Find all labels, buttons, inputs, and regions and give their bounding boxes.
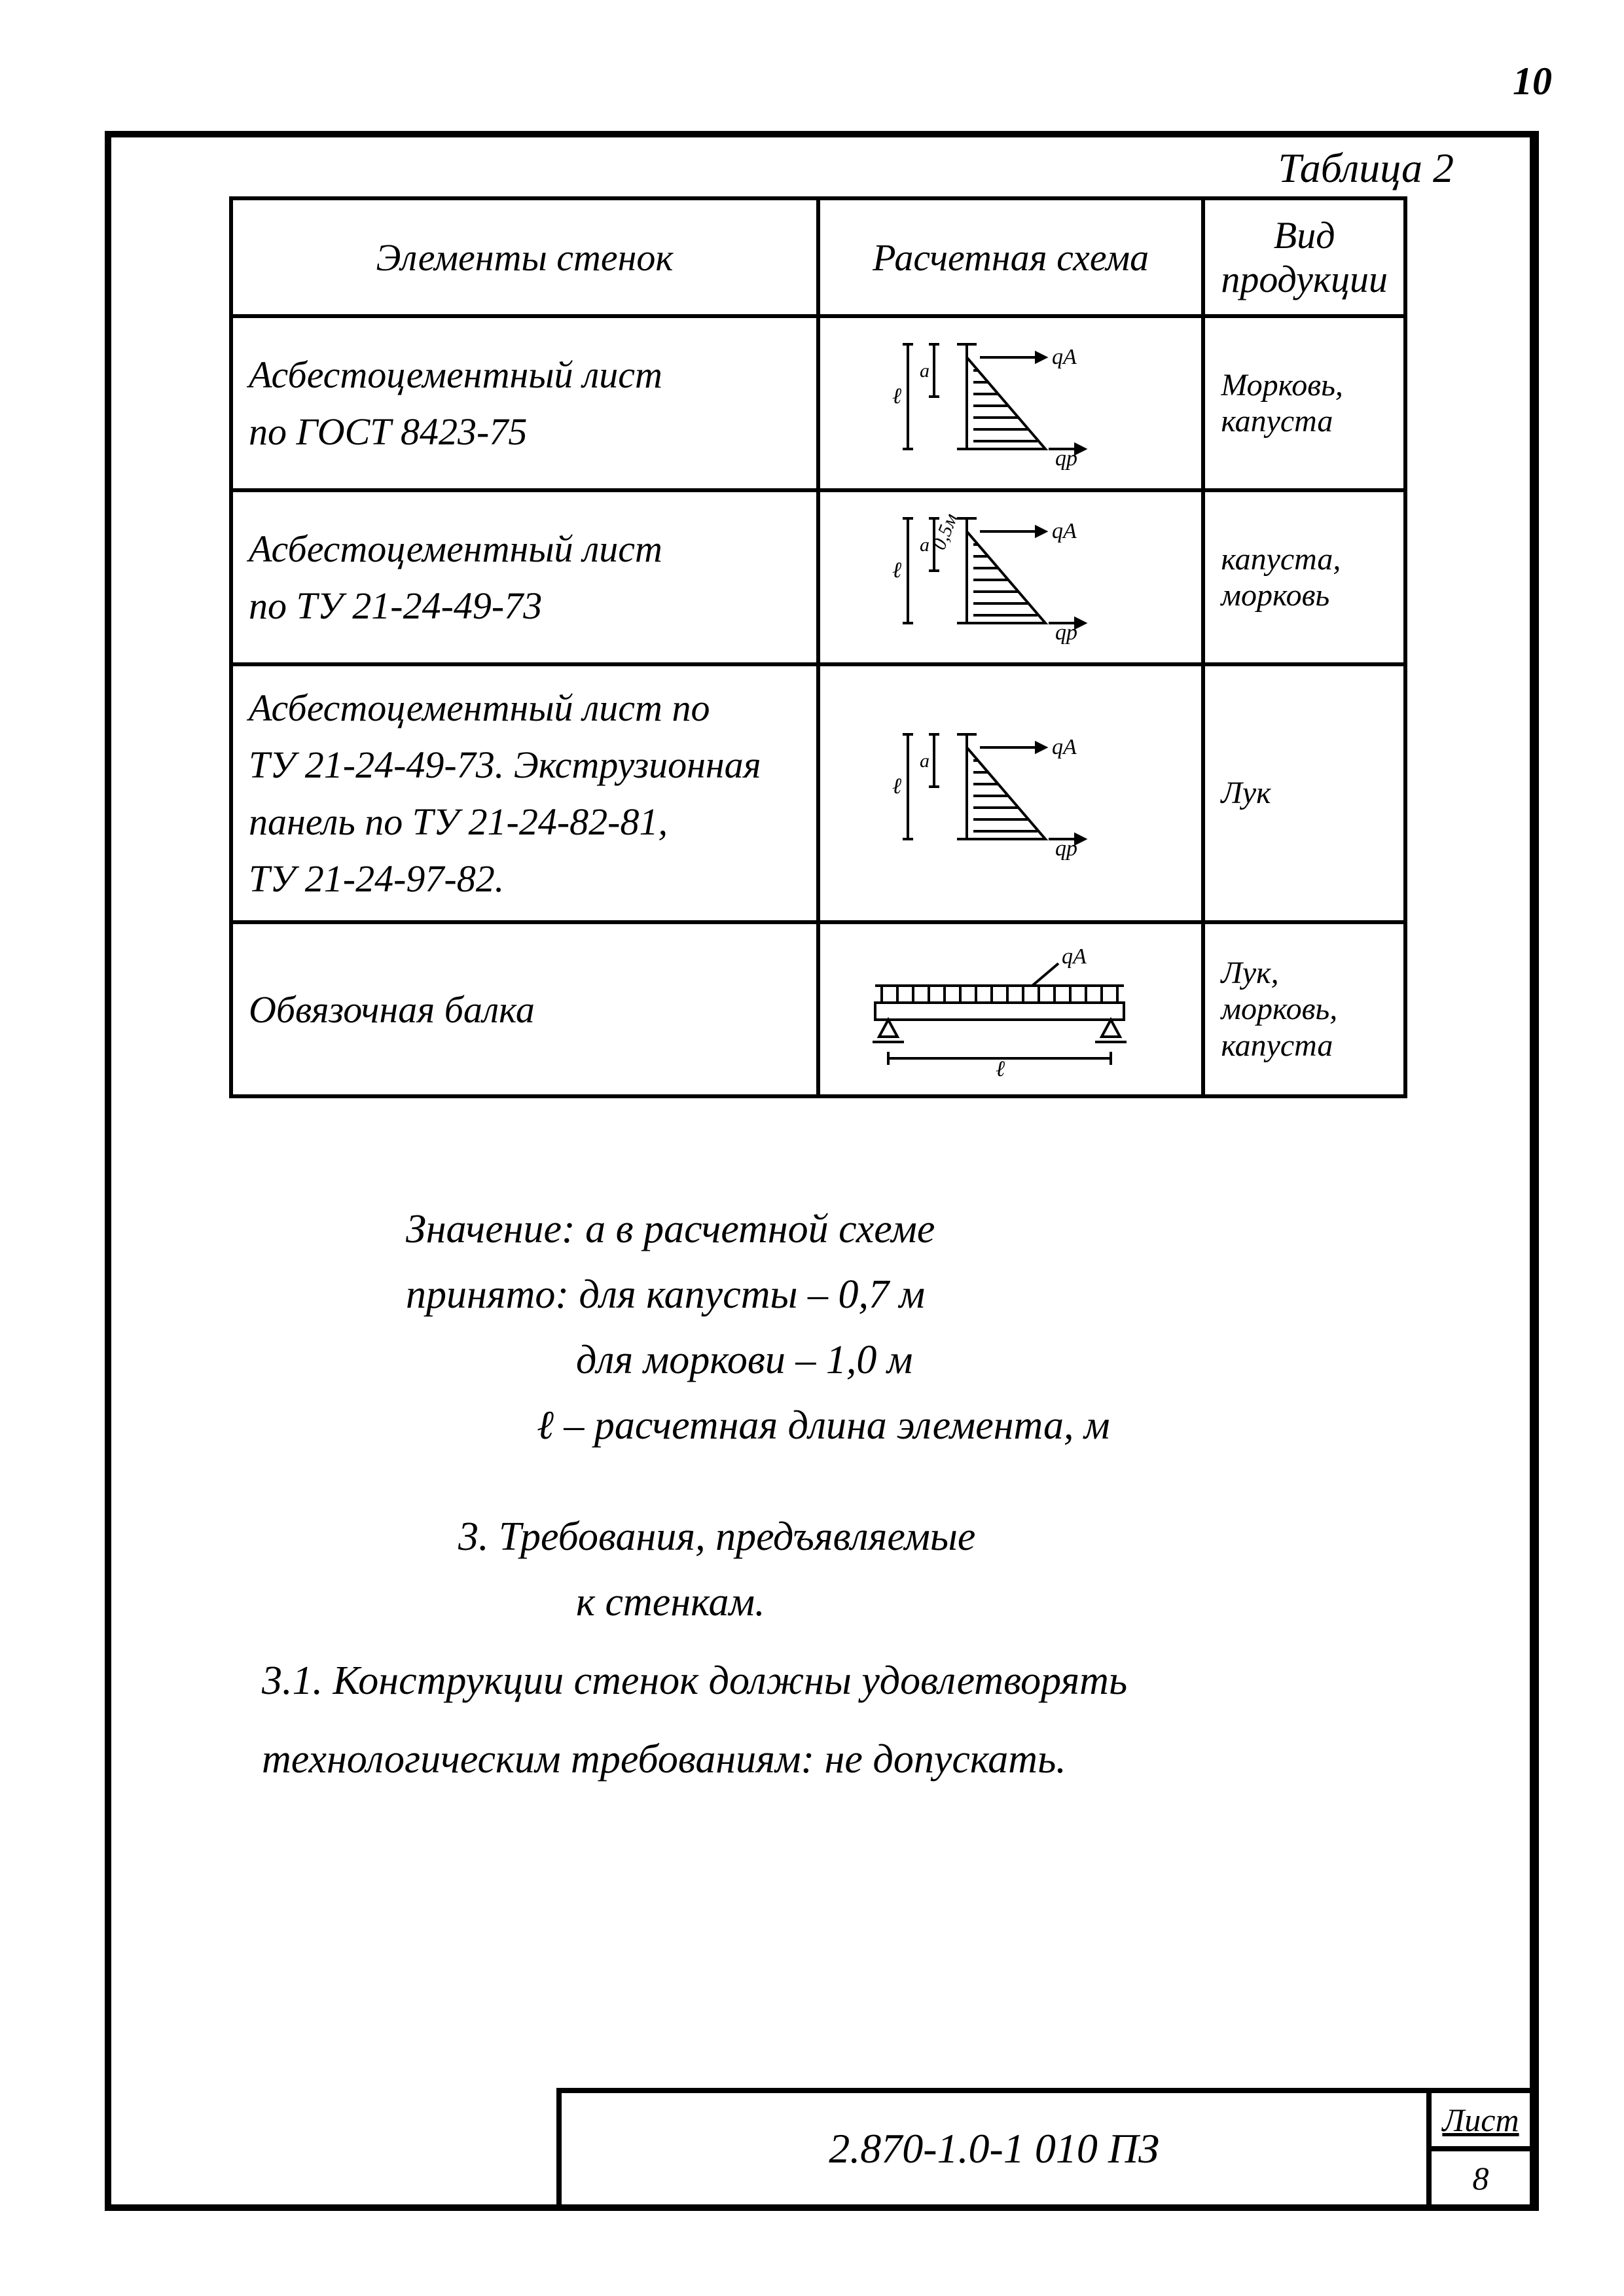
main-table: Элементы стенок Расчетная схема Вид прод… [229,196,1407,1098]
scheme-beam: qА ℓ [836,937,1163,1081]
page: 10 Таблица 2 Элементы стенок Расчетная с… [0,0,1624,2296]
title-side: Лист 8 [1432,2093,1530,2204]
svg-text:qА: qА [1062,944,1087,969]
note-line1: Значение: a в расчетной схеме [406,1198,1506,1261]
cell-product: Лук [1203,664,1405,922]
title-block: 2.870-1.0-1 010 ПЗ Лист 8 [556,2088,1530,2204]
note-line4: ℓ – расчетная длина элемента, м [537,1394,1506,1457]
table-row: Асбестоцементный листпо ГОСТ 8423-75 [231,316,1405,490]
cell-element: Асбестоцементный лист поТУ 21-24-49-73. … [231,664,818,922]
side-top: Лист [1432,2093,1530,2151]
note-line3: для моркови – 1,0 м [576,1329,1506,1391]
section-para2: технологическим требованиям: не допускат… [262,1728,1506,1791]
th-product: Вид продукции [1203,198,1405,316]
svg-text:0,5м: 0,5м [928,511,962,553]
scheme-triangle: qА qр ℓ a [836,721,1163,865]
svg-text:a: a [920,360,929,382]
cell-element: Асбестоцементный листпо ТУ 21-24-49-73 [231,490,818,664]
table-row: Асбестоцементный листпо ТУ 21-24-49-73 [231,490,1405,664]
cell-scheme: qА ℓ [818,922,1203,1096]
svg-text:qр: qр [1055,446,1077,471]
svg-text:ℓ: ℓ [892,774,901,798]
cell-product: капуста,морковь [1203,490,1405,664]
svg-text:qА: qА [1052,519,1077,543]
svg-text:ℓ: ℓ [892,384,901,408]
cell-element: Асбестоцементный листпо ГОСТ 8423-75 [231,316,818,490]
page-number-top: 10 [1513,59,1552,104]
section-heading2: к стенкам. [576,1571,1506,1634]
cell-product: Морковь,капуста [1203,316,1405,490]
scheme-triangle: qА qр ℓ a [836,331,1163,475]
doc-number: 2.870-1.0-1 010 ПЗ [562,2093,1432,2204]
cell-scheme: qА qр ℓ a [818,316,1203,490]
section-para: 3.1. Конструкции стенок должны удовлетво… [262,1649,1506,1712]
cell-scheme: qА qр ℓ a [818,664,1203,922]
section-heading: 3. Требования, предъявляемые [458,1505,1506,1568]
svg-text:qА: qА [1052,345,1077,369]
table-row: Асбестоцементный лист поТУ 21-24-49-73. … [231,664,1405,922]
svg-text:qр: qр [1055,620,1077,645]
scheme-triangle: qА qр ℓ a 0,5м [836,505,1163,649]
table-row: Обвязочная балка qА ℓ Лук,морковь,капуст… [231,922,1405,1096]
th-elements: Элементы стенок [231,198,818,316]
svg-text:a: a [920,750,929,772]
svg-text:qр: qр [1055,836,1077,861]
svg-text:ℓ: ℓ [892,558,901,583]
th-scheme: Расчетная схема [818,198,1203,316]
note-line2: принято: для капусты – 0,7 м [406,1263,1506,1326]
svg-text:ℓ: ℓ [996,1057,1005,1081]
cell-scheme: qА qр ℓ a 0,5м [818,490,1203,664]
table-caption: Таблица 2 [1278,144,1454,192]
svg-text:qА: qА [1052,735,1077,759]
cell-element: Обвязочная балка [231,922,818,1096]
cell-product: Лук,морковь,капуста [1203,922,1405,1096]
side-bottom: 8 [1432,2151,1530,2204]
table-body: Асбестоцементный листпо ГОСТ 8423-75 [231,316,1405,1096]
